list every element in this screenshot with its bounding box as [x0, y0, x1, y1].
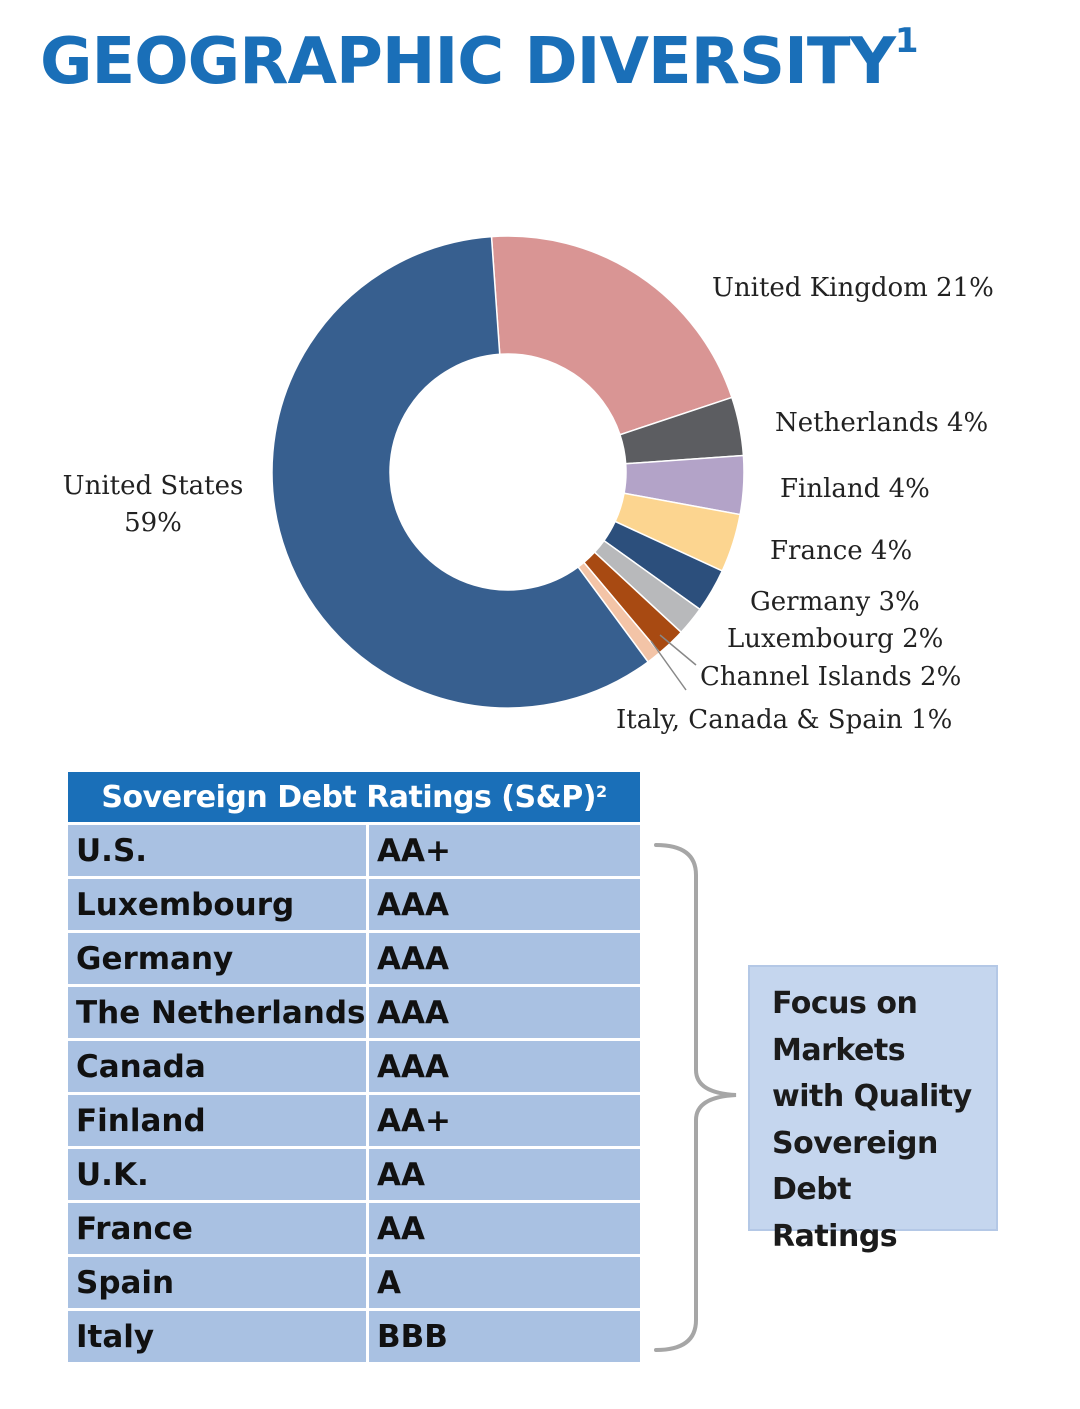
- label-germany: Germany 3%: [750, 587, 920, 617]
- label-united-states-pct: 59%: [124, 508, 182, 538]
- table-row: The Netherlands AAA: [68, 984, 640, 1038]
- country-cell: Spain: [68, 1254, 369, 1308]
- callout-line: with Quality: [772, 1079, 972, 1114]
- table-header-row: Sovereign Debt Ratings (S&P)2: [68, 772, 640, 822]
- label-luxembourg: Luxembourg 2%: [727, 624, 943, 654]
- rating-cell: AA+: [369, 1092, 640, 1146]
- leader-line-luxembourg: [659, 634, 697, 666]
- country-cell: U.S.: [68, 822, 369, 876]
- table-row: U.K. AA: [68, 1146, 640, 1200]
- table-title-text: Sovereign Debt Ratings (S&P): [101, 779, 596, 815]
- country-cell: Canada: [68, 1038, 369, 1092]
- page-title-text: GEOGRAPHIC DIVERSITY: [40, 25, 896, 99]
- rating-cell: AAA: [369, 1038, 640, 1092]
- table-row: Finland AA+: [68, 1092, 640, 1146]
- rating-cell: AAA: [369, 876, 640, 930]
- page-title: GEOGRAPHIC DIVERSITY1: [40, 24, 919, 94]
- table-row: Italy BBB: [68, 1308, 640, 1362]
- label-france: France 4%: [770, 536, 912, 566]
- rating-cell: A: [369, 1254, 640, 1308]
- table-title: Sovereign Debt Ratings (S&P)2: [68, 772, 640, 822]
- slice-united-kingdom: [490, 235, 733, 436]
- country-cell: The Netherlands: [68, 984, 369, 1038]
- table-row: Spain A: [68, 1254, 640, 1308]
- table-title-footnote: 2: [595, 781, 607, 801]
- callout-line: Markets: [772, 1032, 906, 1068]
- label-netherlands: Netherlands 4%: [775, 408, 988, 438]
- table-row: France AA: [68, 1200, 640, 1254]
- rating-cell: AAA: [369, 984, 640, 1038]
- table-row: Luxembourg AAA: [68, 876, 640, 930]
- rating-cell: AAA: [369, 930, 640, 984]
- leader-lines: [650, 634, 697, 691]
- label-united-kingdom: United Kingdom 21%: [712, 273, 994, 303]
- label-channel-islands: Channel Islands 2%: [700, 662, 961, 692]
- callout-line: Debt Ratings: [772, 1172, 898, 1254]
- rating-cell: AA+: [369, 822, 640, 876]
- country-cell: Luxembourg: [68, 876, 369, 930]
- label-united-states: United States: [63, 471, 244, 501]
- country-cell: France: [68, 1200, 369, 1254]
- sovereign-ratings-table: Sovereign Debt Ratings (S&P)2 U.S. AA+ Lu…: [68, 772, 640, 1362]
- geographic-donut-chart: United States 59% United Kingdom 21% Net…: [63, 235, 994, 735]
- label-finland: Finland 4%: [780, 474, 930, 504]
- table-row: Germany AAA: [68, 930, 640, 984]
- title-footnote: 1: [894, 21, 919, 61]
- callout-line: Focus on: [772, 986, 918, 1021]
- country-cell: Germany: [68, 930, 369, 984]
- donut-slices: [271, 235, 745, 709]
- country-cell: U.K.: [68, 1146, 369, 1200]
- slice-labels: United States 59% United Kingdom 21% Net…: [63, 273, 994, 735]
- table-row: Canada AAA: [68, 1038, 640, 1092]
- rating-cell: BBB: [369, 1308, 640, 1362]
- rating-cell: AA: [369, 1200, 640, 1254]
- country-cell: Finland: [68, 1092, 369, 1146]
- country-cell: Italy: [68, 1308, 369, 1362]
- callout-line: Sovereign: [772, 1125, 938, 1161]
- right-brace-bracket: [654, 843, 737, 1352]
- rating-cell: AA: [369, 1146, 640, 1200]
- label-italy-canada-spain: Italy, Canada & Spain 1%: [616, 705, 952, 735]
- table-row: U.S. AA+: [68, 822, 640, 876]
- brace-path: [654, 843, 737, 1352]
- leader-line-channel-islands: [650, 640, 687, 691]
- slice-united-states: [271, 235, 650, 709]
- focus-callout-box: Focus on Markets with Quality Sovereign …: [748, 965, 998, 1254]
